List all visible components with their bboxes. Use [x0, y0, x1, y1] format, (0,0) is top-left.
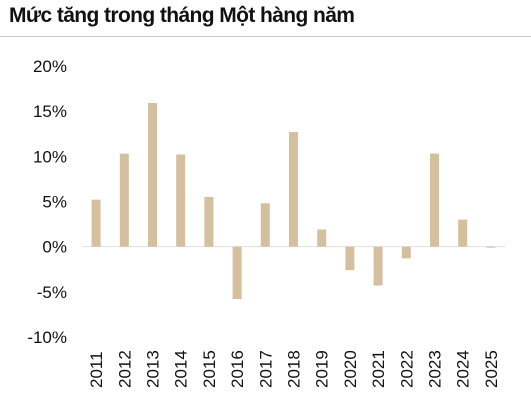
x-tick-label-2012: 2012 — [115, 350, 134, 388]
y-tick-label: 20% — [33, 57, 67, 76]
bar-2023 — [430, 153, 439, 247]
y-tick-label: 5% — [42, 193, 67, 212]
bar-2016 — [232, 246, 242, 300]
bar-2025 — [486, 246, 496, 248]
x-tick-label-2011: 2011 — [87, 351, 106, 388]
bars-group — [91, 103, 496, 300]
bar-2024 — [458, 219, 468, 247]
y-tick-label: -10% — [27, 328, 67, 347]
bar-2011 — [91, 199, 101, 247]
x-tick-label-2018: 2018 — [285, 350, 304, 388]
x-tick-label-2025: 2025 — [482, 350, 501, 388]
x-tick-label-2016: 2016 — [228, 350, 247, 388]
bar-2021 — [373, 246, 383, 286]
chart-title: Mức tăng trong tháng Một hàng năm — [9, 4, 355, 27]
x-tick-label-2013: 2013 — [144, 350, 163, 388]
bar-2015 — [204, 196, 214, 247]
x-tick-label-2019: 2019 — [313, 350, 332, 388]
x-tick-label-2024: 2024 — [454, 350, 473, 388]
x-tick-label-2014: 2014 — [172, 350, 191, 388]
x-axis: 2011 2012 2013 2014 2015 2016 2017 2018 2019 2020… — [87, 350, 501, 388]
x-tick-label-2023: 2023 — [426, 350, 445, 388]
y-tick-label: 0% — [42, 238, 67, 257]
y-tick-label: 15% — [33, 102, 67, 121]
x-tick-label-2022: 2022 — [397, 350, 416, 388]
bar-2017 — [260, 203, 270, 247]
y-tick-label: 10% — [33, 147, 67, 166]
x-tick-label-2020: 2020 — [341, 350, 360, 388]
x-tick-label-2021: 2021 — [369, 350, 388, 388]
bar-2018 — [289, 131, 298, 247]
x-tick-label-2015: 2015 — [200, 350, 219, 388]
bar-2022 — [401, 246, 411, 259]
bar-2012 — [119, 153, 129, 247]
y-tick-label: -5% — [37, 283, 67, 302]
x-tick-label-2017: 2017 — [256, 350, 275, 388]
bar-2014 — [176, 154, 186, 247]
bar-2020 — [345, 246, 355, 271]
title-divider — [0, 36, 531, 37]
bar-2013 — [148, 103, 157, 247]
y-axis: -10% -5% 0% 5% 10% 15% 20% — [27, 57, 67, 347]
bar-2019 — [317, 229, 327, 247]
